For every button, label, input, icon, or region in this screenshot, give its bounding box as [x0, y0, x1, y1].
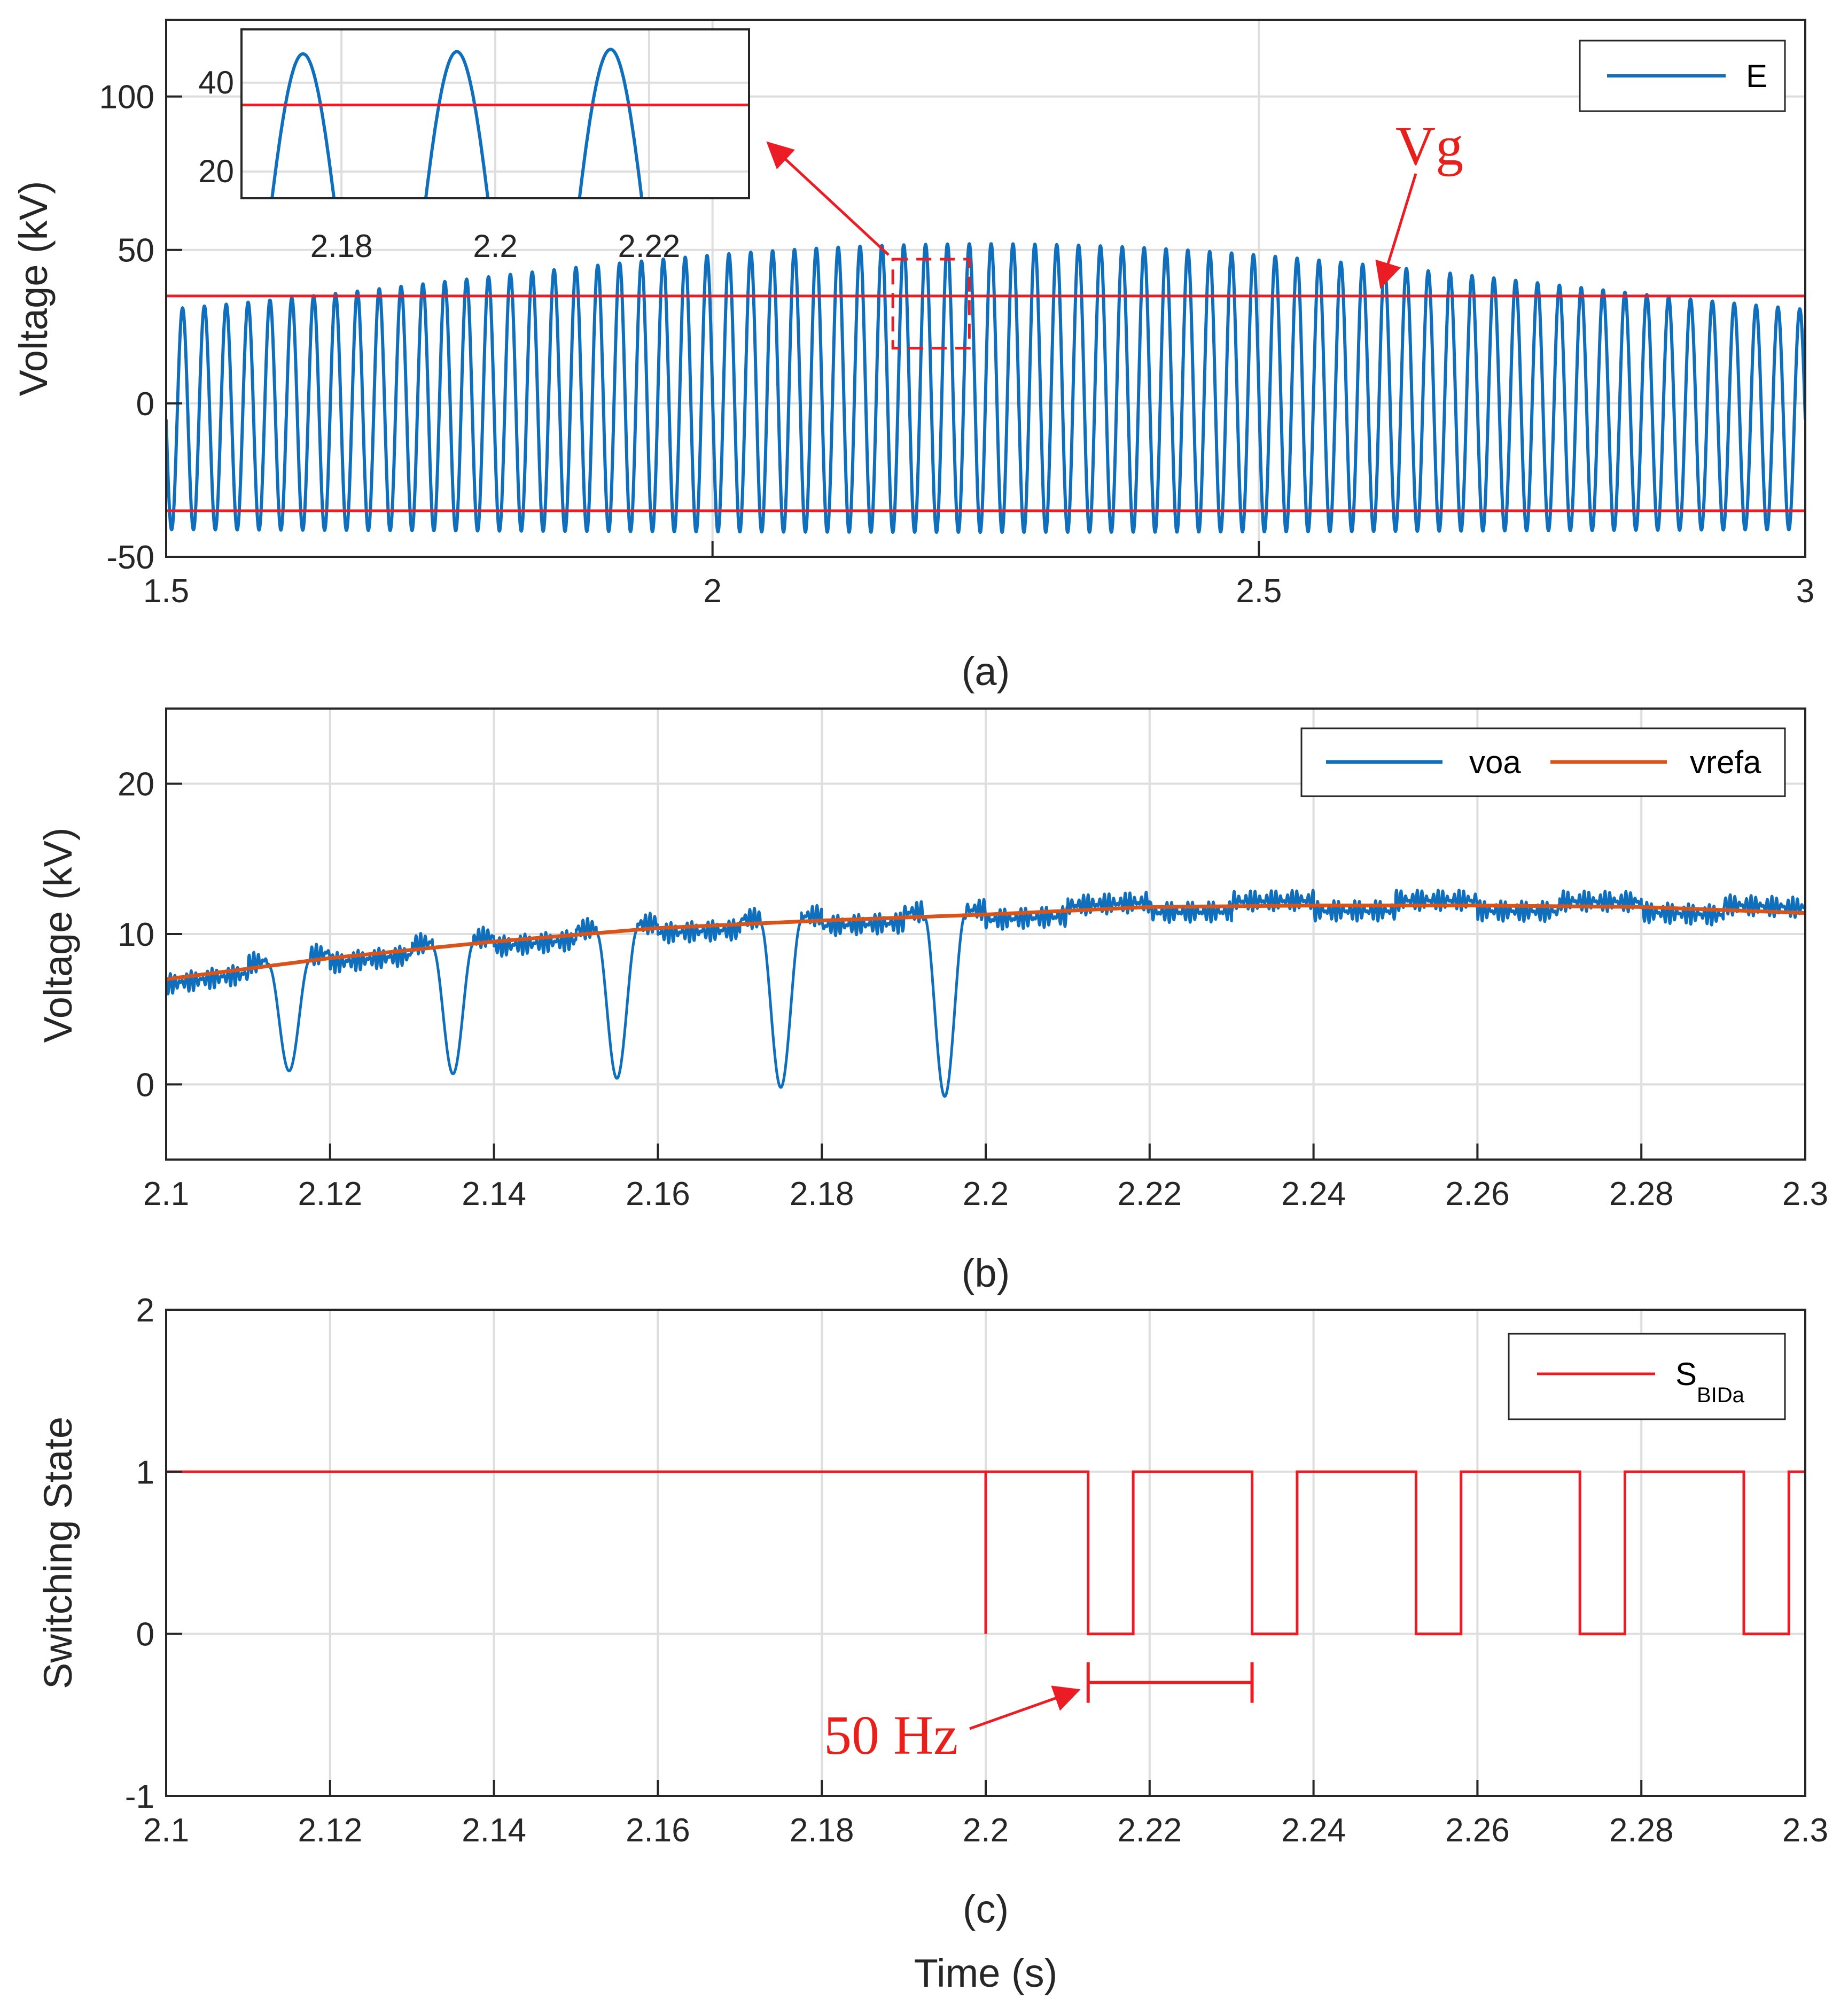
tick-label-x: 2.3 — [1782, 1812, 1828, 1849]
tick-label-x: 2.18 — [790, 1812, 854, 1849]
tick-label-x: 2.18 — [790, 1176, 854, 1212]
caption-c: (c) — [963, 1887, 1009, 1931]
legend-label-E: E — [1746, 58, 1767, 94]
panel-a-ylabel: Voltage (kV) — [11, 181, 56, 396]
tick-label-y: 20 — [118, 766, 154, 803]
tick-label-x: 2.22 — [1117, 1812, 1182, 1849]
tick-label-x: 2.28 — [1609, 1812, 1674, 1849]
series-E-line — [166, 242, 1805, 534]
inset-tick-label-x: 2.22 — [618, 228, 680, 264]
tick-label-y: 50 — [118, 232, 154, 269]
legend-c: S BIDa — [1508, 1333, 1786, 1420]
tick-label-x: 2.24 — [1281, 1812, 1346, 1849]
vg-label: Vg — [1395, 115, 1463, 177]
panel-a-axes-box — [165, 19, 1806, 558]
tick-label-y: -1 — [125, 1778, 154, 1815]
tick-label-y: 2 — [136, 1292, 154, 1329]
tick-label-x: 2.24 — [1281, 1176, 1346, 1212]
tick-label-x: 2.2 — [963, 1176, 1009, 1212]
xlabel-time: Time (s) — [914, 1951, 1058, 1995]
panel-a: 1.5 2 2.5 3 -50 0 50 100 2.18 2.2 2.22 20 40 Vg E V… — [11, 19, 1815, 694]
tick-label-y: 0 — [136, 386, 154, 423]
panel-c-ylabel: Switching State — [36, 1417, 80, 1689]
zoom-arrow — [766, 141, 890, 256]
inset-axes: 2.18 2.2 2.22 20 40 — [198, 28, 750, 264]
tick-label-x: 2.26 — [1445, 1176, 1510, 1212]
freq-label: 50 Hz — [824, 1705, 958, 1766]
inset-ticks: 2.18 2.2 2.22 20 40 — [198, 65, 680, 264]
tick-label-x: 2.2 — [963, 1812, 1009, 1849]
tick-label-x: 2.22 — [1117, 1176, 1182, 1212]
inset-tick-label-y: 40 — [198, 65, 234, 100]
tick-label-x: 2.26 — [1445, 1812, 1510, 1849]
tick-label-x: 2.1 — [143, 1176, 189, 1212]
legend-label-vrefa: vrefa — [1690, 744, 1761, 780]
inset-E-line — [270, 48, 644, 198]
panel-c: 2.1 2.12 2.14 2.16 2.18 2.2 2.22 2.24 2.26 2.28 2.… — [36, 1292, 1828, 1995]
inset-tick-label-y: 20 — [198, 153, 234, 189]
series-voa-line — [166, 889, 1805, 1098]
inset-tick-label-x: 2.2 — [473, 228, 517, 264]
panel-c-ticks: 2.1 2.12 2.14 2.16 2.18 2.2 2.22 2.24 2.26 2.28 2.… — [125, 1292, 1828, 1849]
tick-label-y: 10 — [118, 916, 154, 953]
caption-a: (a) — [962, 649, 1010, 694]
legend-label-SBIDa-subscript: BIDa — [1697, 1383, 1745, 1407]
tick-label-y: 1 — [136, 1454, 154, 1491]
tick-label-x: 3 — [1796, 573, 1814, 610]
tick-label-x: 2.1 — [143, 1812, 189, 1849]
tick-label-x: 1.5 — [143, 573, 189, 610]
tick-label-x: 2.16 — [626, 1176, 690, 1212]
legend-a: E — [1579, 40, 1786, 112]
tick-label-x: 2.5 — [1236, 573, 1282, 610]
tick-label-x: 2.12 — [298, 1176, 362, 1212]
inset-grid — [241, 29, 749, 198]
tick-label-x: 2 — [703, 573, 721, 610]
vg-arrow — [1375, 173, 1417, 289]
tick-label-x: 2.14 — [462, 1176, 526, 1212]
panel-b-ticks: 2.1 2.12 2.14 2.16 2.18 2.2 2.22 2.24 2.26 2.28 2.… — [118, 766, 1828, 1212]
series-SBIDa-line — [166, 1470, 1805, 1636]
tick-label-x: 2.12 — [298, 1812, 362, 1849]
panel-a-ticks: 1.5 2 2.5 3 -50 0 50 100 — [99, 79, 1815, 610]
tick-label-y: -50 — [106, 539, 154, 576]
inset-tick-label-x: 2.18 — [310, 228, 373, 264]
legend-label-SBIDa: S — [1675, 1356, 1697, 1392]
tick-label-x: 2.16 — [626, 1812, 690, 1849]
period-marker — [1086, 1662, 1254, 1703]
panel-b-ylabel: Voltage (kV) — [36, 827, 80, 1043]
series-vrefa-line — [166, 904, 1805, 981]
zoom-box — [891, 258, 971, 349]
tick-label-x: 2.14 — [462, 1812, 526, 1849]
tick-label-y: 0 — [136, 1616, 154, 1653]
tick-label-y: 100 — [99, 79, 154, 116]
legend-b: voa vrefa — [1300, 727, 1786, 797]
freq-arrow — [969, 1685, 1081, 1730]
tick-label-y: 0 — [136, 1067, 154, 1103]
panel-b: 2.1 2.12 2.14 2.16 2.18 2.2 2.22 2.24 2.26 2.28 2.… — [36, 707, 1828, 1295]
tick-label-x: 2.28 — [1609, 1176, 1674, 1212]
legend-label-voa: voa — [1469, 744, 1521, 780]
tick-label-x: 2.3 — [1782, 1176, 1828, 1212]
caption-b: (b) — [962, 1251, 1010, 1295]
